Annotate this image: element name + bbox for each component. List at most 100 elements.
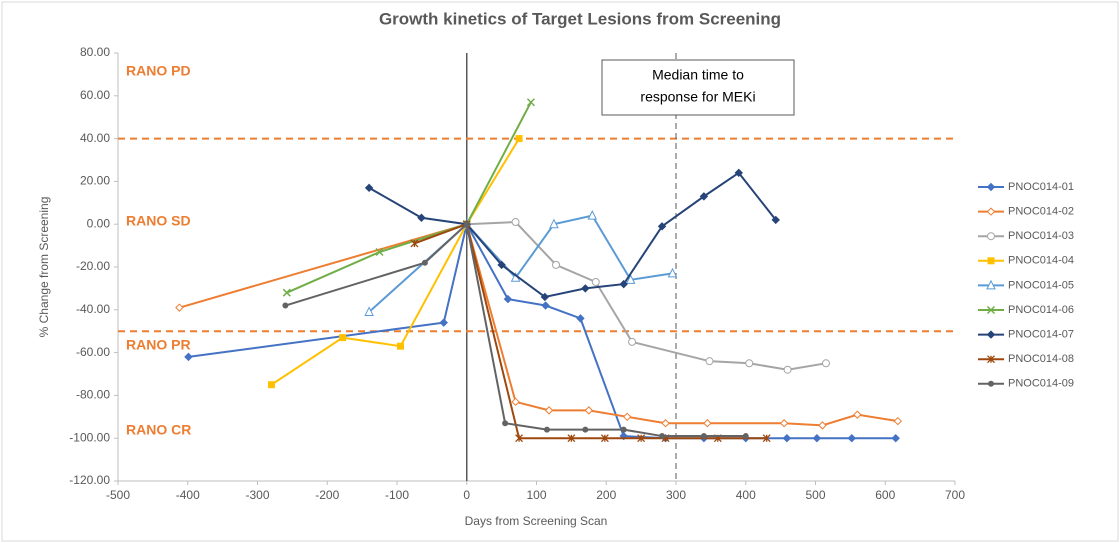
y-tick-label: 0.00 xyxy=(87,216,111,230)
marker xyxy=(567,434,576,443)
marker xyxy=(463,221,470,228)
annotation-box xyxy=(601,59,795,116)
series-line xyxy=(285,222,746,438)
marker xyxy=(812,433,822,443)
marker xyxy=(779,419,789,428)
marker xyxy=(375,247,384,257)
marker xyxy=(986,182,996,192)
marker xyxy=(184,352,193,362)
marker xyxy=(771,215,780,225)
x-tick-label: 400 xyxy=(736,488,756,502)
marker xyxy=(339,334,347,342)
y-tick-label: -20.00 xyxy=(76,259,110,273)
marker xyxy=(986,305,996,315)
marker xyxy=(410,239,419,248)
marker xyxy=(661,419,670,428)
marker xyxy=(591,277,600,286)
x-tick-label: -400 xyxy=(176,488,200,502)
y-tick-label: 20.00 xyxy=(80,174,110,188)
marker xyxy=(364,183,374,193)
marker xyxy=(439,318,448,327)
legend-label: PNOC014-03 xyxy=(1008,230,1074,242)
x-tick-label: 0 xyxy=(463,488,470,502)
marker xyxy=(986,279,996,290)
marker xyxy=(497,260,506,270)
x-tick-label: -100 xyxy=(385,488,409,502)
zone-label: RANO CR xyxy=(126,422,191,438)
marker xyxy=(282,288,291,297)
marker xyxy=(667,267,678,278)
series xyxy=(282,221,749,440)
x-tick-label: 100 xyxy=(526,488,546,502)
series-line xyxy=(286,101,532,294)
marker xyxy=(891,433,900,443)
marker xyxy=(549,218,559,229)
marker xyxy=(526,98,535,107)
marker xyxy=(818,421,827,430)
x-tick-label: 700 xyxy=(945,488,965,502)
marker xyxy=(540,292,550,302)
marker xyxy=(175,303,184,312)
legend-label: PNOC014-02 xyxy=(1008,206,1074,218)
marker xyxy=(581,284,590,293)
zone-label: RANO PD xyxy=(126,63,191,79)
marker xyxy=(364,306,374,316)
marker xyxy=(421,259,428,266)
y-tick-label: -80.00 xyxy=(76,388,110,402)
legend-label: PNOC014-04 xyxy=(1008,255,1074,267)
marker xyxy=(783,365,792,374)
marker xyxy=(511,397,520,407)
x-tick-label: -200 xyxy=(315,488,339,502)
marker xyxy=(987,257,995,265)
legend-label: PNOC014-05 xyxy=(1008,279,1074,291)
legend-label: PNOC014-09 xyxy=(1008,378,1074,390)
marker xyxy=(600,434,609,443)
marker xyxy=(734,168,743,178)
x-tick-label: -500 xyxy=(106,488,130,502)
legend-label: PNOC014-07 xyxy=(1008,329,1074,341)
marker xyxy=(625,274,636,284)
annotation-text: response for MEKi xyxy=(640,89,755,105)
marker xyxy=(544,406,554,415)
marker xyxy=(987,232,995,241)
y-tick-label: 40.00 xyxy=(80,131,110,145)
marker xyxy=(511,218,520,227)
marker xyxy=(745,359,754,368)
legend-label: PNOC014-08 xyxy=(1008,353,1074,365)
marker xyxy=(659,433,666,440)
x-tick-label: 600 xyxy=(875,488,895,502)
marker xyxy=(988,380,994,387)
marker xyxy=(515,434,524,443)
marker xyxy=(657,222,667,231)
marker xyxy=(541,301,550,310)
marker xyxy=(502,420,509,427)
legend-label: PNOC014-06 xyxy=(1008,304,1074,316)
marker xyxy=(628,337,637,346)
x-axis-label: Days from Screening Scan xyxy=(465,514,608,528)
marker xyxy=(986,330,996,339)
y-tick-label: 60.00 xyxy=(80,88,110,102)
marker xyxy=(893,416,903,426)
zone-label: RANO SD xyxy=(126,213,191,229)
marker xyxy=(417,213,426,222)
marker xyxy=(762,434,771,443)
marker xyxy=(515,135,523,143)
series-line xyxy=(188,221,896,440)
marker xyxy=(700,433,707,440)
marker xyxy=(622,412,632,422)
x-tick-label: 300 xyxy=(666,488,686,502)
marker xyxy=(742,433,749,440)
marker xyxy=(637,434,646,443)
y-axis-label: % Change from Screening xyxy=(37,197,51,338)
marker xyxy=(821,359,830,368)
marker xyxy=(699,192,709,201)
y-tick-label: -120.00 xyxy=(69,473,110,487)
x-tick-label: 500 xyxy=(805,488,825,502)
marker xyxy=(503,294,513,304)
marker xyxy=(703,419,712,428)
annotation-text: Median time to xyxy=(652,67,744,83)
marker xyxy=(986,207,996,216)
marker xyxy=(847,433,856,443)
